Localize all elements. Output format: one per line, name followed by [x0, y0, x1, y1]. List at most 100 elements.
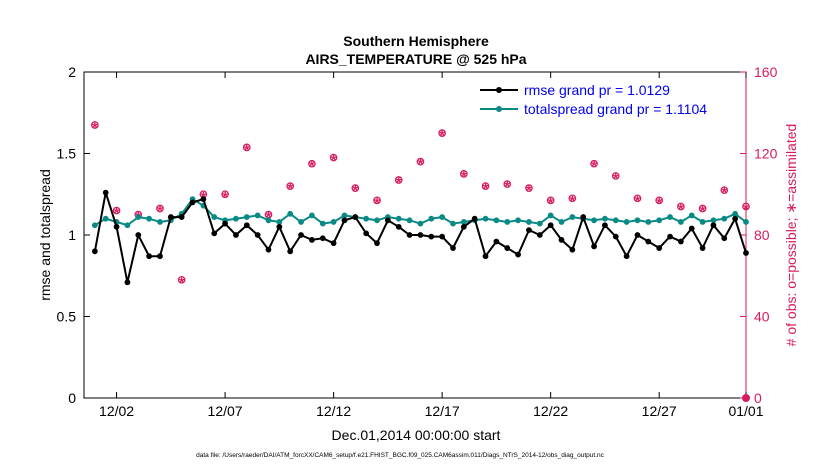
series-point — [504, 219, 511, 225]
series-point — [417, 220, 424, 227]
obs-assimilated-point: * — [353, 182, 359, 198]
series-point — [363, 215, 370, 222]
obs-assimilated-point: * — [526, 182, 532, 198]
series-point — [330, 219, 337, 225]
series-point — [287, 248, 294, 255]
series-point — [254, 212, 261, 219]
series-point — [211, 230, 218, 237]
obs-assimilated-point: * — [505, 178, 511, 194]
y-axis-left: 0 0.5 1 1.5 2 — [57, 64, 90, 406]
series-point — [536, 220, 543, 227]
x-tick-label: 12/17 — [425, 403, 460, 419]
y2-tick-label: 160 — [754, 64, 778, 80]
legend: rmse grand pr = 1.0129 totalspread grand … — [474, 80, 744, 120]
series-point — [526, 219, 532, 225]
series-point — [482, 215, 489, 222]
series-point — [645, 238, 652, 245]
obs-assimilated-point: * — [678, 201, 684, 217]
series-point — [558, 219, 565, 225]
obs-possible-point — [633, 194, 642, 203]
x-axis-label: Dec.01,2014 00:00:00 start — [332, 427, 501, 443]
series-point — [178, 214, 185, 220]
obs-assimilated-point: * — [635, 192, 641, 208]
obs-assimilated-point: * — [244, 141, 250, 157]
y-tick-label: 1.5 — [57, 146, 77, 162]
obs-possible-point — [286, 182, 295, 190]
legend-marker — [496, 106, 502, 112]
series-point — [167, 214, 174, 220]
footnote: data file: /Users/raeder/DAI/ATM_forcXX/… — [196, 452, 605, 459]
series-point — [395, 223, 402, 230]
series-point — [699, 245, 706, 251]
series-point — [341, 217, 348, 224]
series-point — [309, 236, 315, 243]
obs-possible-point — [156, 204, 164, 213]
series-point — [417, 232, 424, 238]
series-point — [493, 238, 500, 245]
x-tick-label: 12/12 — [316, 403, 351, 419]
series-point — [526, 227, 532, 234]
y2-tick-label: 120 — [754, 146, 778, 162]
series-point — [634, 217, 641, 224]
series-point — [732, 210, 739, 217]
series-rmse — [91, 189, 749, 286]
series-point — [439, 233, 446, 240]
obs-assimilated-point: * — [157, 203, 163, 219]
series-point — [710, 222, 717, 229]
obs-assimilated-point: * — [179, 274, 185, 290]
obs-assimilated-point: * — [722, 184, 728, 200]
series-point — [124, 279, 131, 286]
obs-assimilated-point: * — [656, 194, 662, 210]
series-point — [471, 215, 478, 222]
series-point — [189, 199, 196, 206]
series-point — [460, 223, 467, 230]
y-axis-right: 0 40 80 120 160 — [740, 64, 778, 406]
obs-possible-point — [329, 153, 338, 162]
series-point — [309, 212, 315, 219]
legend-label: rmse grand pr = 1.0129 — [524, 82, 670, 98]
y-tick-label: 0 — [68, 390, 76, 406]
series-point — [699, 219, 706, 225]
x-axis: 12/02 12/07 12/12 12/17 12/22 12/27 01/01 — [99, 72, 764, 419]
series-point — [135, 232, 142, 238]
y-tick-label: 1 — [68, 227, 76, 243]
obs-assimilated-point: * — [418, 156, 424, 172]
obs-assimilated-point: * — [613, 170, 619, 186]
obs-possible-point — [416, 157, 425, 166]
obs-possible-point — [655, 196, 664, 205]
series-point — [450, 245, 456, 251]
obs-possible-point — [351, 184, 360, 192]
y2-axis-label: # of obs: o=possible; ∗=assimilated — [783, 124, 799, 347]
series-point — [558, 236, 565, 243]
x-tick-label: 01/01 — [728, 403, 763, 419]
obs-possible-point — [438, 129, 446, 137]
obs-possible-point — [459, 170, 468, 178]
y2-tick-label: 80 — [754, 227, 770, 243]
series-point — [677, 219, 684, 225]
obs-assimilated-point: * — [374, 194, 380, 210]
series-point — [623, 219, 630, 225]
series-point — [732, 215, 739, 222]
series-point — [374, 217, 380, 224]
chart-title-line2: AIRS_TEMPERATURE @ 525 hPa — [305, 51, 526, 67]
obs-possible-point — [503, 180, 512, 188]
series-point — [254, 232, 261, 238]
series-point — [667, 233, 673, 240]
y-axis-label: rmse and totalspread — [37, 169, 53, 301]
obs-assimilated-point: * — [287, 180, 293, 196]
obs-possible-point — [525, 184, 533, 192]
series-point — [243, 214, 250, 220]
series-point — [298, 219, 304, 225]
obs-assimilated-point: * — [439, 127, 445, 143]
obs-assimilated-point: * — [483, 180, 489, 196]
series-point — [439, 214, 446, 220]
series-point — [428, 215, 435, 222]
series-point — [547, 212, 554, 219]
obs-assimilated-point: * — [548, 194, 554, 210]
series-point — [330, 240, 337, 247]
series-point — [113, 223, 120, 230]
series-point — [363, 230, 370, 237]
series-point — [612, 217, 619, 224]
obs-possible-point — [394, 176, 403, 184]
obs-possible-point — [742, 202, 750, 211]
